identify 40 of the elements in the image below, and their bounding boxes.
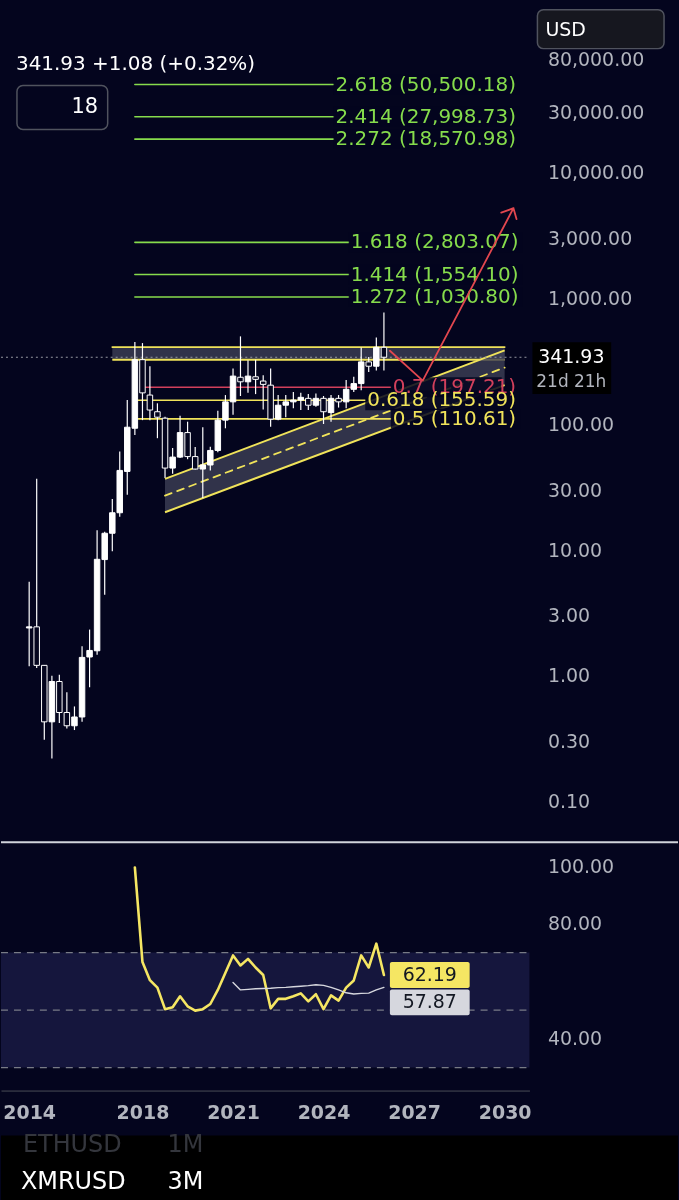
- text: 3M: [167, 1167, 204, 1196]
- y-tick-label: 1,000.00: [547, 287, 633, 310]
- text: 341.93 +1.08 (+0.32%): [15, 50, 256, 75]
- series-label: 2.272 (18,570.98): [335, 126, 516, 151]
- x-tick-label: 2021: [207, 1100, 260, 1123]
- y-tick-label: 30.00: [547, 478, 603, 501]
- y-tick-label: 1.00: [547, 664, 591, 687]
- text: 21d 21h: [536, 370, 607, 391]
- series-label: 2.618 (50,500.18): [335, 71, 516, 96]
- x-tick-label: 2014: [3, 1100, 57, 1123]
- y-tick-label: 30,000.00: [547, 101, 645, 124]
- text: ETHUSD: [22, 1130, 122, 1159]
- y-tick-label: 100.00: [547, 854, 615, 877]
- x-tick-label: 2030: [478, 1100, 532, 1123]
- y-tick-label: 3.00: [547, 604, 591, 627]
- x-tick-label: 2027: [388, 1100, 441, 1123]
- line-series: [232, 981, 385, 995]
- candlestick: [259, 374, 267, 411]
- candlestick: [146, 365, 154, 421]
- y-tick-label: 0.30: [547, 729, 591, 752]
- annotation: 18: [71, 94, 99, 119]
- text: XMRUSD: [20, 1167, 126, 1196]
- text: 1M: [167, 1130, 204, 1159]
- data-label: 57.87: [402, 990, 457, 1013]
- data-label: 62.19: [402, 962, 457, 985]
- candlestick: [154, 402, 161, 439]
- y-tick-label: 10,000.00: [547, 161, 645, 184]
- y-tick-label: 10.00: [547, 538, 603, 561]
- x-tick-label: 2018: [116, 1100, 170, 1123]
- text: USD: [545, 17, 586, 40]
- y-tick-label: 80.00: [547, 912, 603, 935]
- y-tick-label: 80,000.00: [547, 47, 645, 70]
- y-tick-label: 40.00: [547, 1027, 603, 1050]
- y-tick-label: 3,000.00: [547, 227, 633, 250]
- y-tick-label: 0.10: [547, 789, 591, 812]
- y-tick-label: 100.00: [547, 412, 615, 435]
- ref-line-label: 341.93: [538, 345, 605, 368]
- series-label: 2.414 (27,998.73): [335, 103, 516, 128]
- line-series: [133, 866, 386, 1012]
- x-tick-label: 2024: [297, 1100, 351, 1123]
